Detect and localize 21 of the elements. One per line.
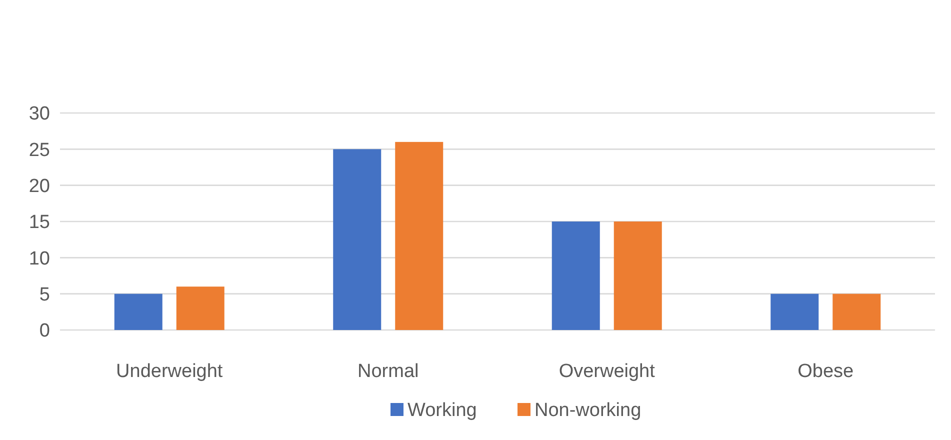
y-tick-label: 20: [28, 176, 50, 197]
x-tick-label: Obese: [798, 361, 854, 382]
bar: [770, 294, 819, 330]
y-tick-label: 5: [39, 284, 50, 306]
x-tick-label: Overweight: [558, 361, 656, 382]
y-tick-label: 25: [28, 140, 50, 161]
legend-label: Working: [408, 400, 477, 421]
y-tick-label: 30: [28, 104, 50, 125]
legend-label: Non-working: [534, 400, 642, 421]
bar: [614, 222, 662, 330]
x-tick-label: Normal: [358, 361, 419, 382]
y-tick-label: 10: [28, 248, 50, 270]
x-tick-label: Underweight: [116, 361, 224, 382]
bar: [395, 142, 444, 330]
y-tick-label: 0: [39, 320, 50, 342]
bar: [114, 294, 162, 330]
bar: [552, 222, 600, 330]
bar: [832, 294, 881, 330]
bar: [176, 286, 224, 330]
y-tick-label: 15: [28, 212, 50, 234]
bar: [333, 149, 382, 330]
